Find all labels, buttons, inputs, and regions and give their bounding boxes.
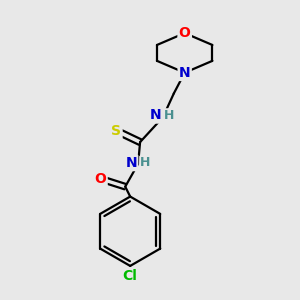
Text: O: O [94, 172, 106, 186]
Text: N: N [179, 66, 190, 80]
Text: N: N [150, 108, 162, 122]
Text: H: H [140, 156, 150, 170]
Text: H: H [164, 109, 174, 122]
Text: Cl: Cl [123, 269, 138, 283]
Text: S: S [111, 124, 121, 138]
Text: O: O [179, 26, 190, 40]
Text: N: N [125, 156, 137, 170]
